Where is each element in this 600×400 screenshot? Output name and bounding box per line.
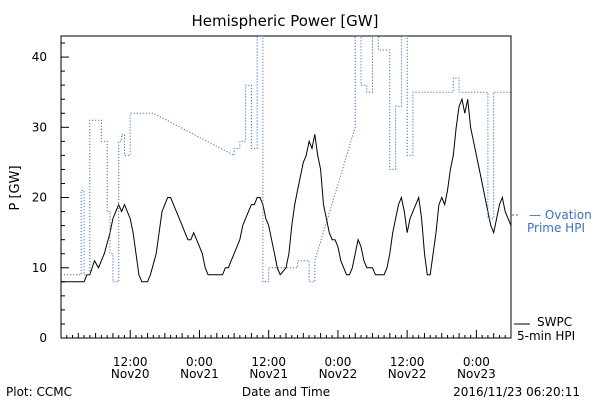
x-tick-label-time: 12:00	[113, 355, 148, 369]
footer-timestamp: 2016/11/23 06:20:11	[453, 385, 580, 399]
y-tick-label: 40	[32, 50, 47, 64]
x-tick-label-time: 0:00	[463, 355, 490, 369]
legend-swpc-line2: 5-min HPI	[517, 329, 575, 343]
x-tick-label-time: 0:00	[186, 355, 213, 369]
legend-swpc-line1: SWPC	[537, 315, 572, 329]
y-tick-label: 0	[39, 331, 47, 345]
y-axis: 0 10 20 30 40	[32, 42, 69, 345]
ovation-prime-hpi-line	[61, 36, 511, 283]
plot-frame	[60, 35, 512, 339]
x-tick-label-date: Nov23	[457, 367, 496, 381]
x-tick-label-time: 12:00	[251, 355, 286, 369]
y-tick-label: 30	[32, 120, 47, 134]
chart-title: Hemispheric Power [GW]	[192, 12, 379, 30]
x-tick-label-date: Nov21	[249, 367, 288, 381]
y-tick-label: 10	[32, 261, 47, 275]
x-tick-label-date: Nov21	[180, 367, 219, 381]
legend-ovation-line1: — Ovation	[529, 208, 592, 222]
series-layer	[61, 36, 511, 283]
footer-plot-source: Plot: CCMC	[6, 385, 72, 399]
x-tick-label-time: 12:00	[390, 355, 425, 369]
swpc-hpi-line	[61, 97, 511, 283]
y-axis-label: P [GW]	[8, 165, 23, 210]
x-axis-label: Date and Time	[242, 385, 330, 399]
legend: — Ovation Prime HPI SWPC 5-min HPI	[512, 208, 592, 343]
x-tick-label-time: 0:00	[324, 355, 351, 369]
legend-ovation-line2: Prime HPI	[527, 221, 585, 235]
x-tick-label-date: Nov22	[388, 367, 427, 381]
x-axis: 12:00Nov200:00Nov2112:00Nov210:00Nov2212…	[66, 330, 512, 381]
x-tick-label-date: Nov22	[319, 367, 358, 381]
x-tick-label-date: Nov20	[111, 367, 150, 381]
y-tick-label: 20	[32, 191, 47, 205]
